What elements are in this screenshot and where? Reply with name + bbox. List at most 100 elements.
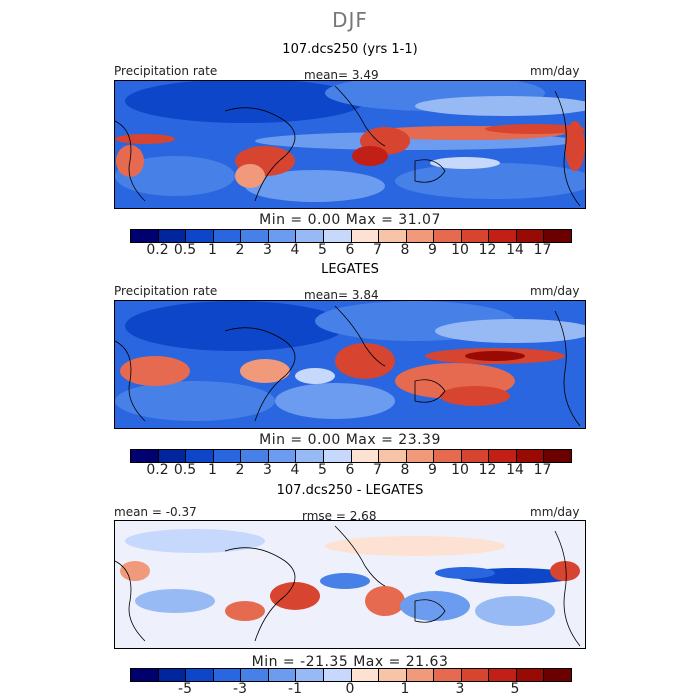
- colorbar-cell: [268, 230, 297, 242]
- colorbar-tick-label: 14: [506, 242, 524, 258]
- panel3-heading: 107.dcs250 - LEGATES: [276, 483, 424, 498]
- colorbar-cell: [351, 669, 380, 681]
- panel3-rmse-label: rmse = 2.68: [302, 509, 377, 523]
- colorbar-tick-label: 17: [533, 242, 552, 258]
- colorbar-cell: [516, 450, 545, 462]
- colorbar-cell: [186, 450, 214, 462]
- colorbar-cell: [461, 669, 490, 681]
- panel3-mean-label: mean = -0.37: [114, 505, 197, 519]
- colorbar-cell: [351, 450, 380, 462]
- colorbar-cell: [489, 669, 517, 681]
- colorbar-cell: [461, 450, 490, 462]
- panel1-minmax: Min = 0.00 Max = 31.07: [259, 212, 441, 228]
- colorbar-tick-label: -1: [288, 681, 302, 697]
- colorbar-tick-label: 2: [235, 462, 245, 478]
- colorbar-cell: [158, 450, 187, 462]
- colorbar-cell: [406, 230, 435, 242]
- colorbar-tick-label: -5: [178, 681, 192, 697]
- colorbar-tick-label: 10: [451, 242, 469, 258]
- colorbar-tick-label: 9: [428, 242, 437, 258]
- colorbar-tick-label: 1: [208, 242, 217, 258]
- colorbar-tick-label: 7: [373, 462, 382, 478]
- panel1-units: mm/day: [530, 64, 580, 78]
- panel1-colorbar-ticks: 0.2 0.5 1 2 3 4 5 6 7 8 9 10 12 14 17: [130, 242, 570, 260]
- colorbar-tick-label: 14: [506, 462, 524, 478]
- panel3-map: [114, 520, 586, 649]
- colorbar-cell: [131, 230, 159, 242]
- colorbar-tick-label: 3: [263, 462, 272, 478]
- colorbar-cell: [241, 450, 269, 462]
- colorbar-tick-label: -3: [233, 681, 247, 697]
- colorbar-cell: [516, 230, 545, 242]
- panel2-units: mm/day: [530, 284, 580, 298]
- panel2-colorbar-ticks: 0.2 0.5 1 2 3 4 5 6 7 8 9 10 12 14 17: [130, 462, 570, 480]
- colorbar-cell: [213, 450, 242, 462]
- colorbar-tick-label: 1: [400, 681, 410, 697]
- colorbar-tick-label: 6: [345, 242, 355, 258]
- colorbar-cell: [241, 669, 269, 681]
- colorbar-tick-label: 8: [400, 242, 410, 258]
- colorbar-cell: [544, 669, 571, 681]
- colorbar-cell: [544, 450, 571, 462]
- colorbar-cell: [489, 450, 517, 462]
- colorbar-tick-label: 12: [478, 242, 497, 258]
- colorbar-tick-label: 0: [345, 681, 355, 697]
- colorbar-tick-label: 3: [263, 242, 272, 258]
- colorbar-cell: [434, 230, 462, 242]
- colorbar-cell: [434, 450, 462, 462]
- panel1-colorbar: [130, 229, 572, 243]
- colorbar-tick-label: 5: [318, 242, 327, 258]
- colorbar-cell: [296, 669, 324, 681]
- colorbar-tick-label: 9: [428, 462, 437, 478]
- panel2-heading: LEGATES: [321, 262, 379, 277]
- colorbar-tick-label: 0.2: [146, 462, 169, 478]
- colorbar-tick-label: 4: [290, 242, 300, 258]
- colorbar-cell: [406, 669, 435, 681]
- colorbar-tick-label: 10: [451, 462, 469, 478]
- colorbar-cell: [296, 230, 324, 242]
- panel3-units: mm/day: [530, 505, 580, 519]
- colorbar-cell: [131, 669, 159, 681]
- colorbar-tick-label: 3: [455, 681, 465, 697]
- panel1-mean-label: mean= 3.49: [304, 68, 379, 82]
- colorbar-cell: [296, 450, 324, 462]
- panel1-map: [114, 80, 586, 209]
- colorbar-cell: [213, 230, 242, 242]
- colorbar-cell: [489, 230, 517, 242]
- colorbar-cell: [379, 669, 407, 681]
- panel1-field-label: Precipitation rate: [114, 64, 218, 78]
- panel2-mean-label: mean= 3.84: [304, 288, 379, 302]
- colorbar-cell: [213, 669, 242, 681]
- colorbar-tick-label: 8: [400, 462, 410, 478]
- colorbar-tick-label: 5: [318, 462, 327, 478]
- colorbar-tick-label: 0.5: [173, 462, 197, 478]
- colorbar-tick-label: 5: [510, 681, 520, 697]
- colorbar-tick-label: 6: [345, 462, 355, 478]
- panel2-colorbar: [130, 449, 572, 463]
- colorbar-tick-label: 7: [373, 242, 382, 258]
- colorbar-cell: [406, 450, 435, 462]
- colorbar-tick-label: 4: [290, 462, 300, 478]
- panel3-colorbar: [130, 668, 572, 682]
- colorbar-cell: [323, 230, 352, 242]
- colorbar-cell: [186, 669, 214, 681]
- colorbar-cell: [461, 230, 490, 242]
- colorbar-tick-label: 0.5: [173, 242, 197, 258]
- panel2-field-label: Precipitation rate: [114, 284, 218, 298]
- plot-title: DJF: [332, 8, 368, 32]
- colorbar-cell: [268, 669, 297, 681]
- colorbar-cell: [379, 230, 407, 242]
- colorbar-cell: [379, 450, 407, 462]
- panel2-map: [114, 300, 586, 429]
- colorbar-cell: [323, 669, 352, 681]
- colorbar-cell: [351, 230, 380, 242]
- colorbar-cell: [158, 230, 187, 242]
- colorbar-cell: [323, 450, 352, 462]
- colorbar-tick-label: 0.2: [146, 242, 169, 258]
- colorbar-tick-label: 2: [235, 242, 245, 258]
- colorbar-cell: [516, 669, 545, 681]
- colorbar-tick-label: 12: [478, 462, 497, 478]
- colorbar-cell: [544, 230, 571, 242]
- panel3-minmax: Min = -21.35 Max = 21.63: [251, 654, 449, 670]
- colorbar-cell: [186, 230, 214, 242]
